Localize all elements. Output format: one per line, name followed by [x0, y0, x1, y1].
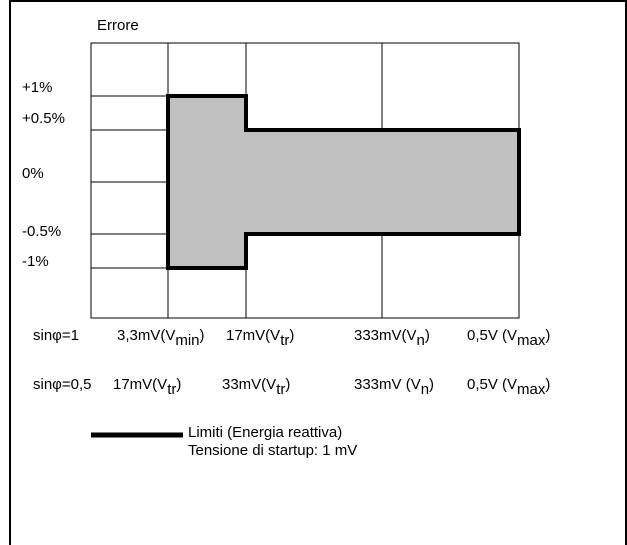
- tolerance-region: [166, 94, 521, 270]
- row2-item-vmax: 0,5V (Vmax): [467, 376, 551, 398]
- legend-startup-voltage: Tensione di startup: 1 mV: [188, 442, 358, 459]
- row1-item-vmax: 0,5V (Vmax): [467, 327, 551, 349]
- y-label-minus1: -1%: [22, 253, 49, 270]
- row2-item-vtr-a: 17mV(Vtr): [113, 376, 182, 398]
- row1-item-vtr: 17mV(Vtr): [226, 327, 295, 349]
- legend-label: Limiti (Energia reattiva): [188, 424, 343, 441]
- y-label-zero: 0%: [22, 165, 44, 182]
- row1-prefix: sinφ=1: [33, 327, 80, 344]
- y-axis-title: Errore: [97, 17, 139, 34]
- y-label-plus05: +0.5%: [22, 110, 65, 127]
- y-label-minus05: -0.5%: [22, 223, 62, 240]
- row1-item-vmin: 3,3mV(Vmin): [117, 327, 205, 349]
- row2-item-vn: 333mV (Vn): [354, 376, 435, 398]
- row2-item-vtr-b: 33mV(Vtr): [222, 376, 291, 398]
- row2-prefix: sinφ=0,5: [33, 376, 92, 393]
- row1-item-vn: 333mV(Vn): [354, 327, 430, 349]
- y-label-plus1: +1%: [22, 79, 53, 96]
